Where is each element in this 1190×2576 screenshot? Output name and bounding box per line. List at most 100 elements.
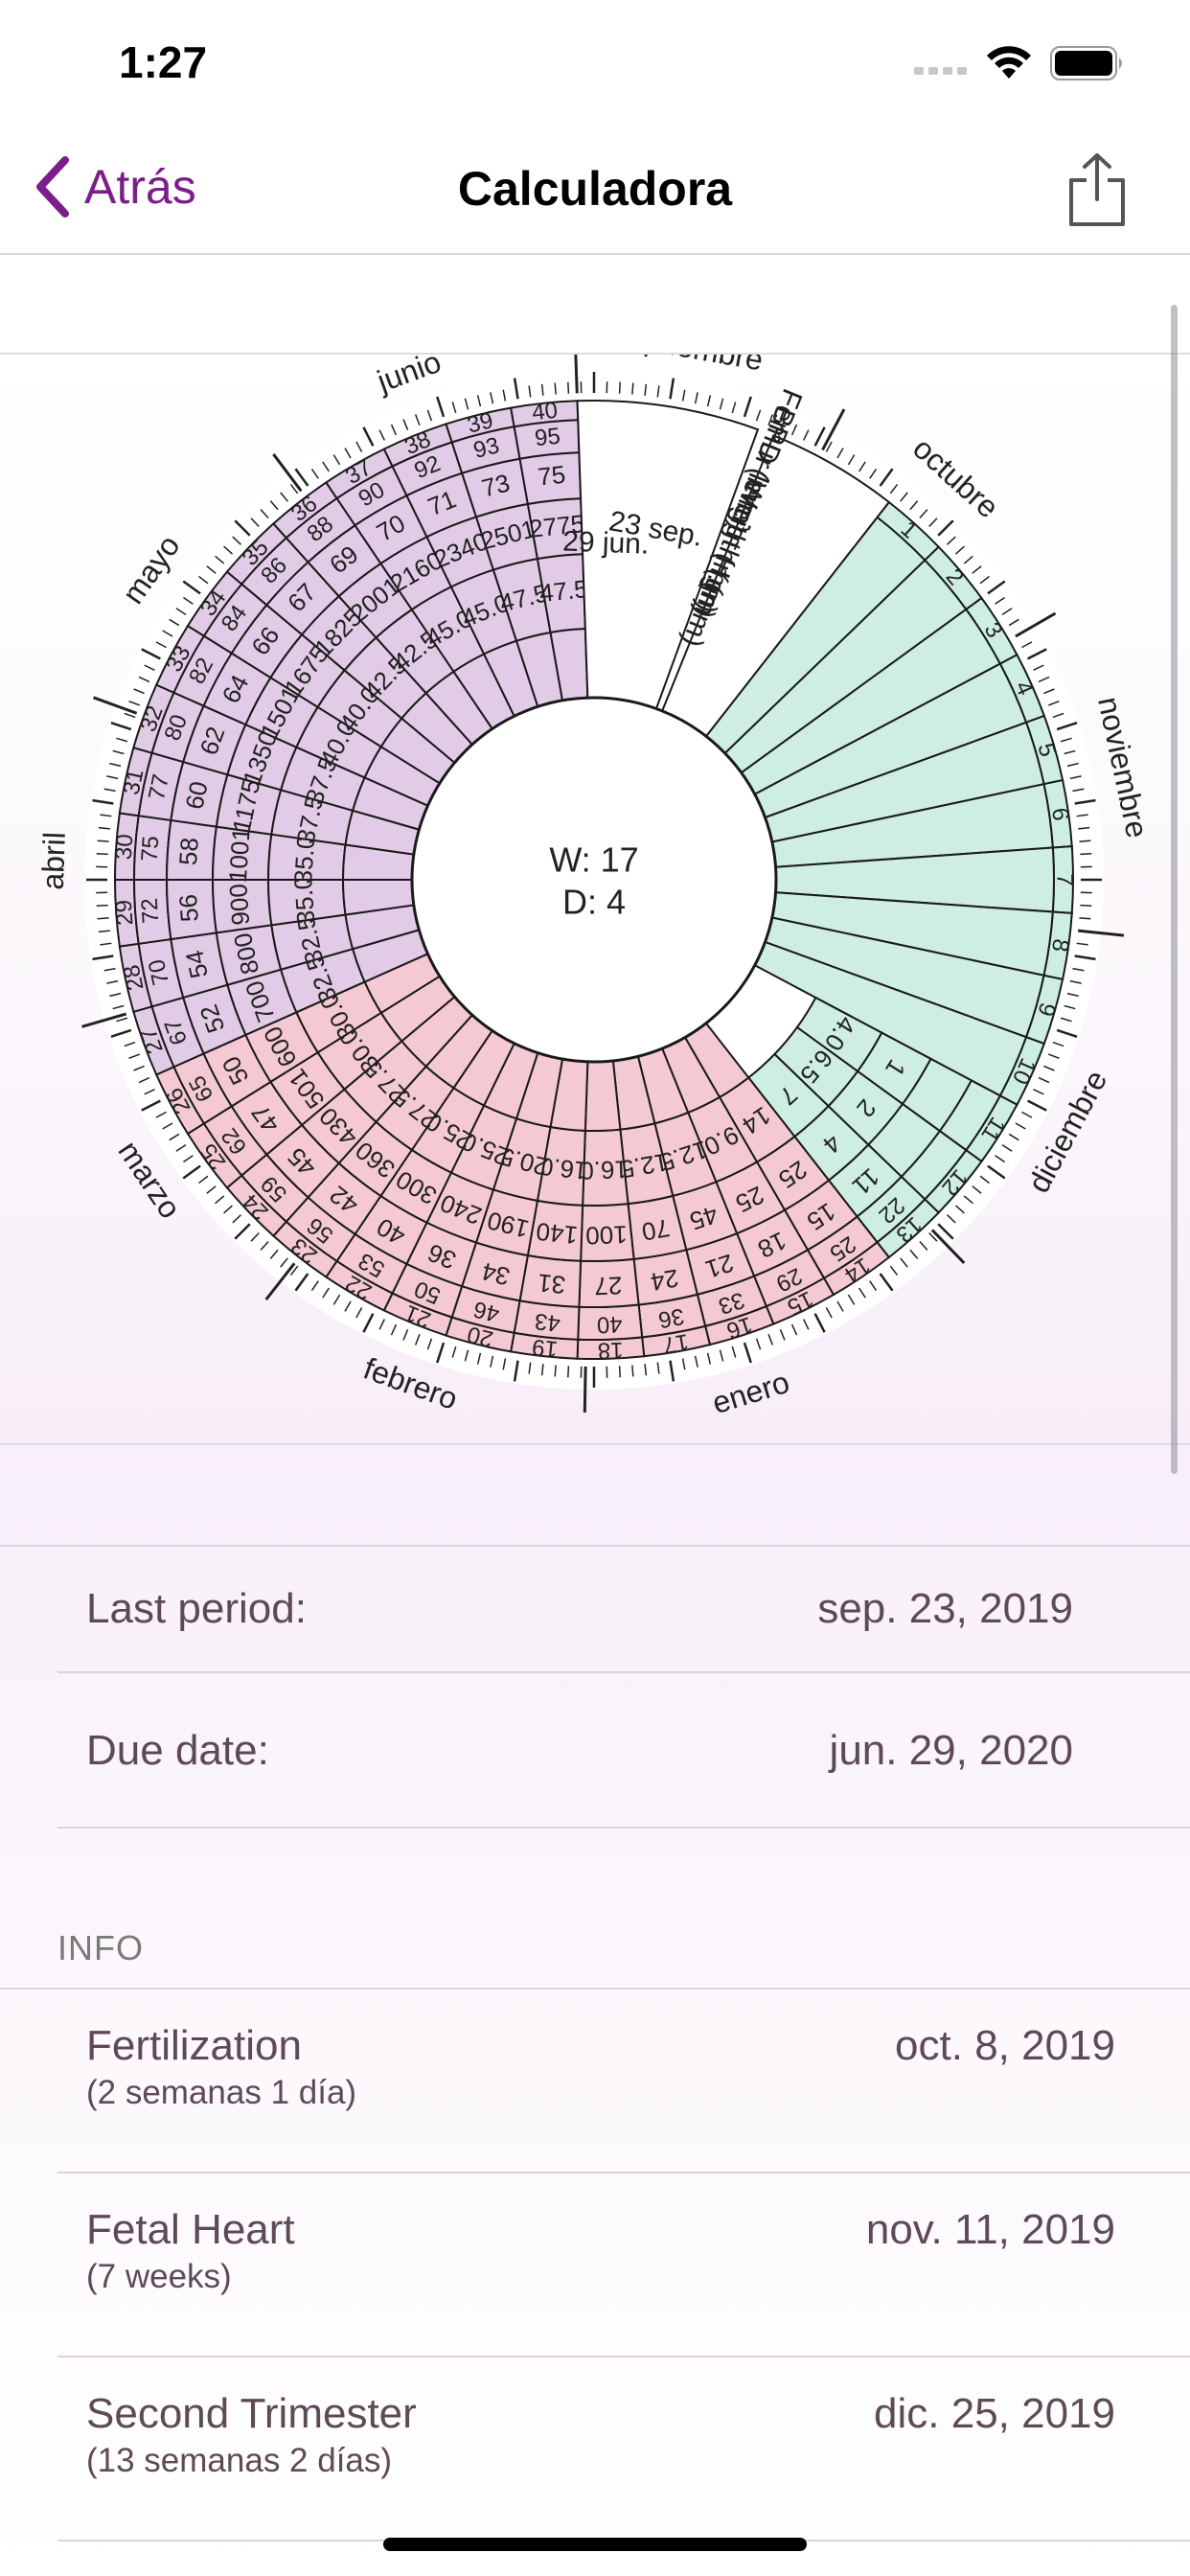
- week-number-label: 7: [1052, 873, 1078, 886]
- femur-value: 24: [649, 1263, 681, 1297]
- inner-cell: [584, 1059, 622, 1132]
- divider: [57, 1671, 1190, 1673]
- tick-mark: [955, 1205, 965, 1214]
- tick-mark: [1047, 700, 1060, 706]
- bpd-value: 75: [137, 835, 165, 862]
- tick-mark: [138, 676, 150, 683]
- tick-mark: [96, 904, 108, 907]
- tick-mark: [464, 1349, 469, 1362]
- tick-mark: [963, 555, 973, 564]
- femur-value: 73: [479, 468, 513, 502]
- tick-mark: [260, 1241, 269, 1251]
- wheel-center[interactable]: [410, 696, 778, 1064]
- back-button[interactable]: Atrás: [33, 153, 196, 220]
- tick-mark: [889, 1265, 899, 1276]
- femur-value: 56: [173, 893, 204, 923]
- tick-mark: [1079, 840, 1091, 842]
- tick-mark: [528, 385, 532, 398]
- tick-mark: [223, 1205, 233, 1214]
- femur-value: 54: [179, 948, 213, 981]
- tick-mark: [169, 1133, 180, 1141]
- tick-mark: [869, 1280, 878, 1291]
- tick-mark: [836, 1300, 844, 1312]
- last-period-row[interactable]: Last period: sep. 23, 2019: [0, 1547, 1190, 1671]
- tick-mark: [979, 575, 991, 585]
- femur-value: 60: [179, 779, 213, 813]
- week-number-label: 19: [531, 1334, 559, 1363]
- scrollbar[interactable]: [1171, 305, 1178, 1474]
- tick-mark: [1072, 788, 1085, 793]
- tick-mark: [554, 1365, 557, 1377]
- pregnancy-wheel[interactable]: 123456789101114.01226.513221147142515251…: [0, 317, 1190, 1443]
- tick-mark: [1001, 1144, 1013, 1152]
- tick-mark: [1033, 664, 1044, 671]
- tick-mark: [540, 383, 544, 396]
- bpd-value: 46: [470, 1296, 501, 1327]
- tick-mark: [790, 1323, 798, 1336]
- tick-mark: [128, 700, 141, 706]
- tick-mark: [1038, 1076, 1050, 1084]
- tick-mark: [206, 1185, 217, 1194]
- tick-mark: [215, 555, 225, 564]
- tick-mark: [618, 381, 621, 394]
- tick-mark: [183, 596, 194, 605]
- tick-mark: [706, 1352, 712, 1365]
- week-sector[interactable]: 4: [753, 653, 1046, 819]
- tick-mark: [1079, 917, 1091, 920]
- center-week-label: W: 17: [549, 840, 638, 880]
- month-divider: [1015, 611, 1057, 638]
- tick-mark: [175, 608, 187, 615]
- tick-mark: [197, 1175, 209, 1184]
- tick-mark: [979, 1175, 991, 1184]
- bpd-value: 40: [596, 1311, 623, 1338]
- femur-value: 34: [479, 1256, 513, 1291]
- last-period-label: Last period:: [86, 1585, 307, 1632]
- tick-mark: [269, 500, 279, 511]
- week-sector[interactable]: 1: [704, 500, 941, 755]
- week-sector[interactable]: 9: [764, 916, 1064, 1046]
- tick-mark: [128, 1053, 141, 1060]
- tick-mark: [928, 518, 938, 528]
- tick-mark: [803, 429, 810, 441]
- tick-mark: [464, 398, 469, 410]
- tick-mark: [206, 565, 217, 574]
- tick-mark: [656, 1362, 660, 1374]
- share-icon[interactable]: [1065, 151, 1129, 228]
- tick-mark: [919, 509, 928, 518]
- tick-mark: [402, 419, 409, 430]
- info-item-fetal-heart[interactable]: Fetal Heart (7 weeks) nov. 11, 2019: [0, 2174, 1190, 2356]
- tick-mark: [390, 1323, 398, 1336]
- tick-mark: [97, 917, 109, 920]
- chevron-left-icon: [36, 156, 69, 218]
- status-time: 1:27: [119, 37, 208, 87]
- tick-mark: [414, 414, 421, 426]
- due-date-row[interactable]: Due date: jun. 29, 2020: [0, 1673, 1190, 1827]
- tick-mark: [96, 853, 108, 856]
- info-item-second-trimester[interactable]: Second Trimester (13 semanas 2 días) dic…: [0, 2358, 1190, 2540]
- tick-mark: [133, 688, 145, 695]
- divider: [57, 2172, 1190, 2174]
- week-sector[interactable]: 6: [770, 778, 1074, 868]
- info-item-fertilization[interactable]: Fertilization (2 semanas 1 día) oct. 8, …: [0, 1990, 1190, 2172]
- tick-mark: [1027, 648, 1047, 660]
